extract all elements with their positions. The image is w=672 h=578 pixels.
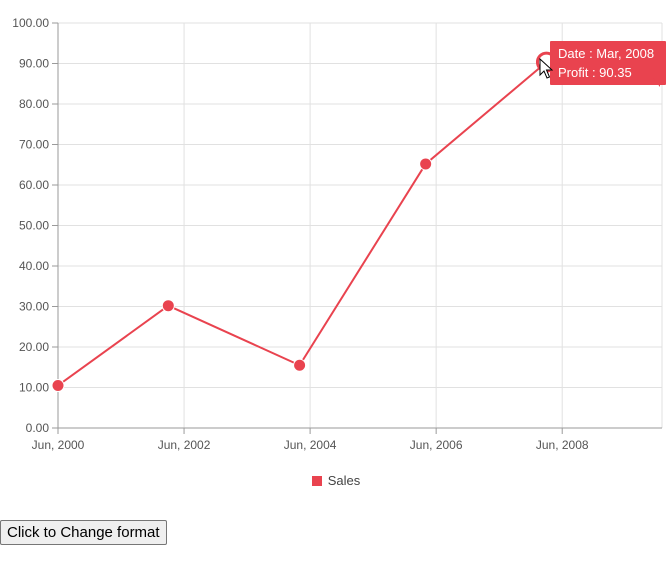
data-point: [51, 378, 65, 392]
data-point: [293, 358, 307, 372]
x-tick-label: Jun, 2004: [284, 438, 337, 452]
y-tick-label: 20.00: [19, 340, 49, 354]
tooltip: Date : Mar, 2008 Profit : 90.35: [550, 41, 666, 85]
x-tick-label: Jun, 2006: [410, 438, 463, 452]
tooltip-date: Date : Mar, 2008: [558, 46, 655, 61]
legend-label: Sales: [327, 473, 361, 488]
x-tick-label: Jun, 2008: [536, 438, 589, 452]
mouse-pointer-icon: [539, 58, 553, 79]
data-point: [419, 157, 433, 171]
data-point: [161, 299, 175, 313]
y-tick-label: 60.00: [19, 178, 49, 192]
y-tick-label: 0.00: [26, 421, 50, 435]
tooltip-value: Profit : 90.35: [558, 65, 632, 80]
legend[interactable]: Sales: [0, 473, 672, 488]
y-tick-label: 90.00: [19, 57, 49, 71]
line-chart: 0.00 10.00 20.00 30.00 40.00 50.00 60.00 70.00 8…: [12, 16, 663, 452]
change-format-button[interactable]: Click to Change format: [0, 520, 167, 545]
y-tick-label: 80.00: [19, 97, 49, 111]
y-tick-label: 50.00: [19, 219, 49, 233]
x-tick-label: Jun, 2002: [158, 438, 211, 452]
y-tick-label: 10.00: [19, 381, 49, 395]
x-tick-label: Jun, 2000: [32, 438, 85, 452]
y-tick-label: 40.00: [19, 259, 49, 273]
y-tick-label: 30.00: [19, 300, 49, 314]
y-tick-label: 70.00: [19, 138, 49, 152]
tooltip-tail: [653, 78, 660, 87]
series-line: [57, 61, 548, 387]
y-tick-label: 100.00: [12, 16, 49, 30]
legend-swatch: [311, 475, 322, 486]
